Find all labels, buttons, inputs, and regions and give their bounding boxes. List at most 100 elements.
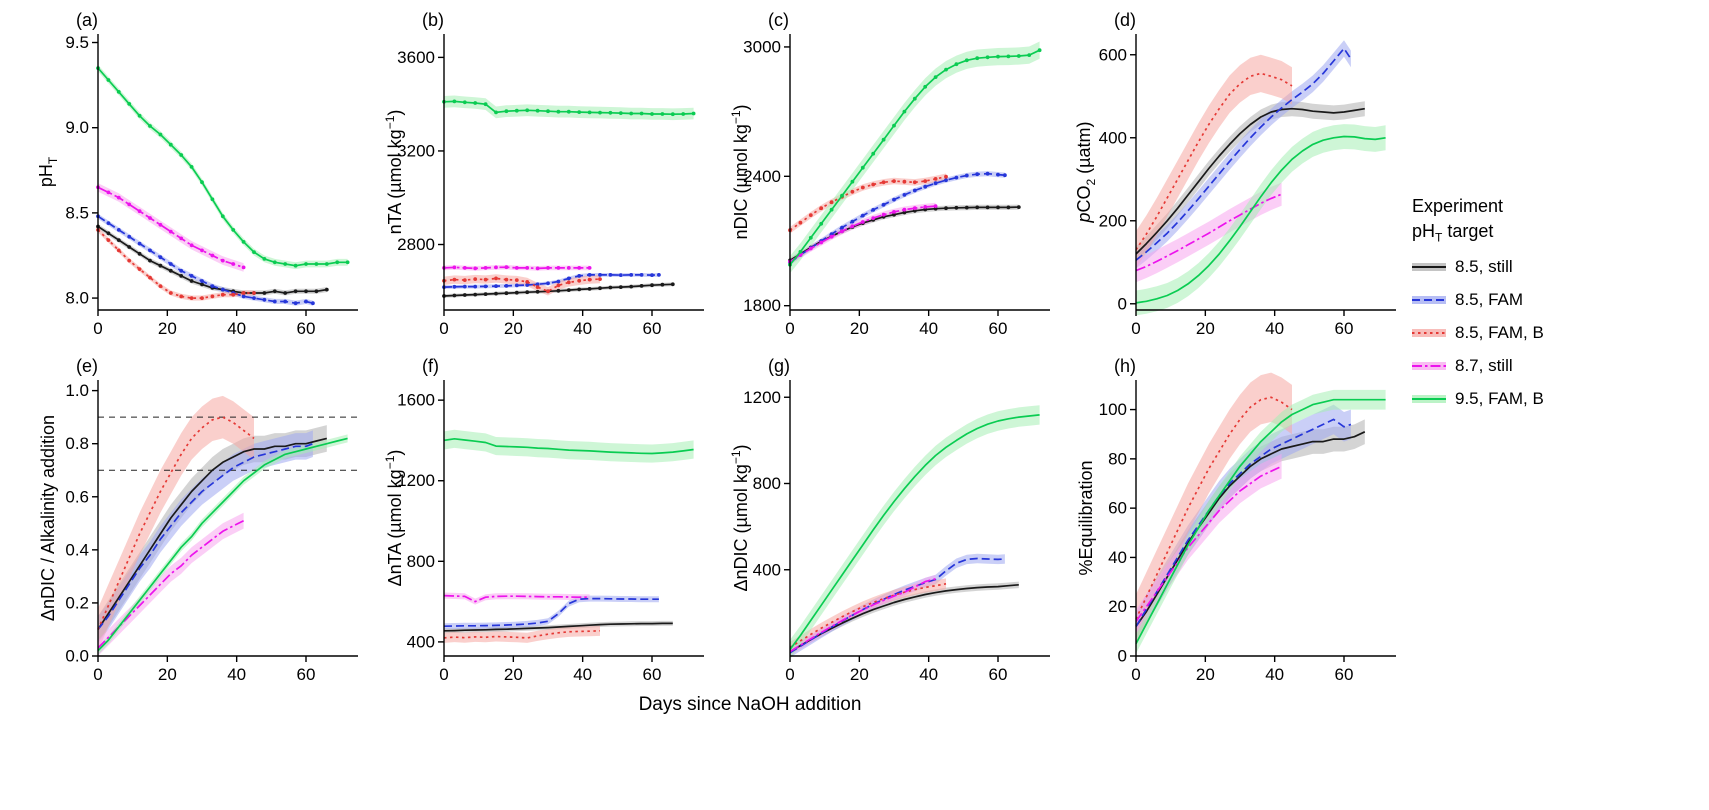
svg-text:20: 20: [1196, 319, 1215, 338]
panel-h: (h) %Equilibration 0 20 40 60 0 20 40 60 80 100: [1074, 356, 1404, 690]
legend-swatch-icon: [1412, 394, 1446, 403]
svg-text:20: 20: [1108, 597, 1127, 616]
svg-text:60: 60: [297, 665, 316, 684]
svg-text:40: 40: [573, 319, 592, 338]
legend-entry-2: 8.5, FAM, B: [1412, 323, 1632, 343]
svg-text:0: 0: [1118, 647, 1127, 666]
svg-text:60: 60: [1108, 499, 1127, 518]
legend-entry-label: 8.5, still: [1455, 256, 1513, 276]
svg-text:40: 40: [1265, 319, 1284, 338]
svg-text:3000: 3000: [743, 37, 781, 56]
legend-swatch-icon: [1412, 295, 1446, 304]
legend-title: Experiment: [1412, 196, 1504, 216]
svg-text:0.0: 0.0: [65, 647, 89, 666]
svg-text:3600: 3600: [397, 48, 435, 67]
svg-text:20: 20: [850, 665, 869, 684]
panel-c: (c) nDIC (µmol kg−1) 0 20 40 60 1800 2400 3000: [728, 10, 1058, 344]
svg-text:1800: 1800: [743, 296, 781, 315]
legend-entry-0: 8.5, still: [1412, 257, 1632, 277]
panel-g: (g) ΔnDIC (µmol kg−1) 0 20 40 60 400 800 1200: [728, 356, 1058, 690]
svg-text:8.0: 8.0: [65, 289, 89, 308]
svg-text:0: 0: [1131, 319, 1140, 338]
panel-label-h: (h): [1114, 356, 1136, 376]
svg-text:400: 400: [1099, 128, 1127, 147]
svg-text:3200: 3200: [397, 141, 435, 160]
svg-text:40: 40: [919, 319, 938, 338]
svg-text:40: 40: [227, 319, 246, 338]
svg-text:60: 60: [989, 665, 1008, 684]
panel-label-c: (c): [768, 10, 789, 30]
svg-text:0: 0: [93, 319, 102, 338]
svg-text:60: 60: [297, 319, 316, 338]
svg-text:0: 0: [93, 665, 102, 684]
legend-entry-label: 8.5, FAM, B: [1455, 322, 1544, 342]
panel-f: (f) ΔnTA (µmol kg−1) 0 20 40 60 400 800 1200 16…: [382, 356, 712, 690]
panel-e: (e) ΔnDIC / Alkalinity addition 0 20 40 60 0…: [36, 356, 366, 690]
svg-text:40: 40: [919, 665, 938, 684]
plot-area-g: 0 20 40 60 400 800 1200: [743, 380, 1050, 684]
svg-text:40: 40: [573, 665, 592, 684]
svg-text:100: 100: [1099, 400, 1127, 419]
svg-text:60: 60: [643, 319, 662, 338]
svg-text:60: 60: [643, 665, 662, 684]
plot-area-a: 0 20 40 60 8.0 8.5 9.0 9.5: [65, 33, 358, 338]
svg-text:0: 0: [439, 665, 448, 684]
svg-text:0: 0: [1118, 294, 1127, 313]
svg-text:1.0: 1.0: [65, 381, 89, 400]
svg-text:0.2: 0.2: [65, 593, 89, 612]
svg-text:400: 400: [753, 560, 781, 579]
svg-text:800: 800: [753, 474, 781, 493]
panel-label-e: (e): [76, 356, 98, 376]
svg-text:200: 200: [1099, 211, 1127, 230]
svg-text:0: 0: [785, 319, 794, 338]
legend-entry-label: 9.5, FAM, B: [1455, 388, 1544, 408]
svg-text:20: 20: [158, 665, 177, 684]
x-axis-label: Days since NaOH addition: [638, 694, 862, 715]
plot-area-b: 0 20 40 60 2800 3200 3600: [397, 34, 704, 338]
legend-swatch-icon: [1412, 328, 1446, 337]
svg-text:0.6: 0.6: [65, 487, 89, 506]
panel-label-b: (b): [422, 10, 444, 30]
svg-text:20: 20: [1196, 665, 1215, 684]
svg-text:1200: 1200: [743, 388, 781, 407]
panel-b: (b) nTA (µmol kg−1) 0 20 40 60 2800 3200 3600: [382, 10, 712, 344]
svg-text:400: 400: [407, 632, 435, 651]
legend-entry-3: 8.7, still: [1412, 356, 1632, 376]
svg-text:0: 0: [439, 319, 448, 338]
legend-subtitle: pHT target: [1412, 221, 1494, 245]
panel-label-g: (g): [768, 356, 790, 376]
legend-entries: 8.5, still 8.5, FAM 8.5, FAM, B 8.7, still 9…: [1412, 257, 1632, 409]
svg-text:800: 800: [407, 552, 435, 571]
svg-text:80: 80: [1108, 449, 1127, 468]
svg-text:20: 20: [504, 665, 523, 684]
svg-text:8.5: 8.5: [65, 203, 89, 222]
svg-text:40: 40: [1108, 548, 1127, 567]
svg-text:2800: 2800: [397, 235, 435, 254]
legend-entry-label: 8.7, still: [1455, 355, 1513, 375]
panel-a: (a) pHT 0 20 40 60 8.0 8.5 9.0 9.5: [36, 10, 366, 344]
svg-text:1200: 1200: [397, 471, 435, 490]
svg-text:0: 0: [1131, 665, 1140, 684]
plot-area-h: 0 20 40 60 0 20 40 60 80 100: [1099, 372, 1396, 684]
svg-text:600: 600: [1099, 45, 1127, 64]
legend-swatch-icon: [1412, 361, 1446, 370]
panel-label-f: (f): [422, 356, 439, 376]
svg-text:60: 60: [1335, 665, 1354, 684]
svg-text:0: 0: [785, 665, 794, 684]
legend-swatch-icon: [1412, 262, 1446, 271]
plot-area-e: 0 20 40 60 0.0 0.2 0.4 0.6 0.8 1.0: [65, 380, 358, 684]
svg-text:20: 20: [158, 319, 177, 338]
legend-entry-label: 8.5, FAM: [1455, 289, 1524, 309]
svg-text:20: 20: [850, 319, 869, 338]
svg-text:0.8: 0.8: [65, 434, 89, 453]
legend-entry-4: 9.5, FAM, B: [1412, 389, 1632, 409]
svg-text:0.4: 0.4: [65, 540, 89, 559]
legend-entry-1: 8.5, FAM: [1412, 290, 1632, 310]
svg-text:9.0: 9.0: [65, 118, 89, 137]
panel-label-d: (d): [1114, 10, 1136, 30]
svg-text:20: 20: [504, 319, 523, 338]
plot-area-c: 0 20 40 60 1800 2400 3000: [743, 34, 1050, 338]
panel-d: (d) pCO2 (µatm) 0 20 40 60 0 200 400 600: [1074, 10, 1404, 344]
svg-text:1600: 1600: [397, 391, 435, 410]
